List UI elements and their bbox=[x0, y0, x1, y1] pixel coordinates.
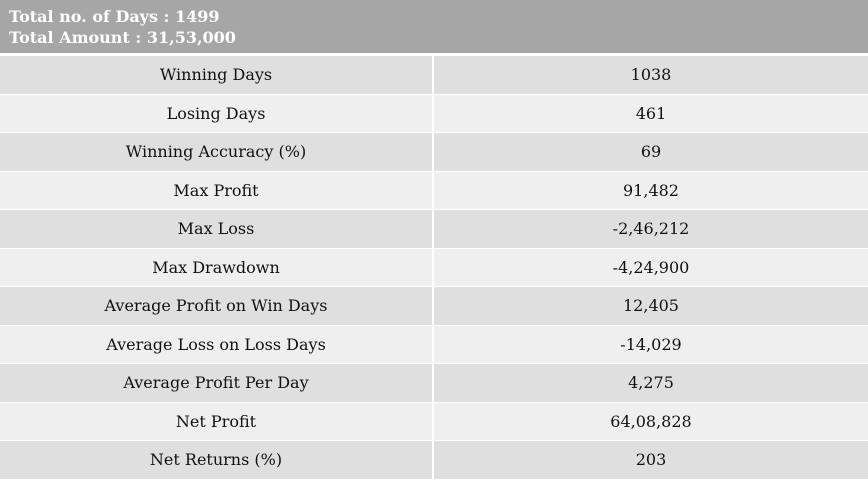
total-days-text: Total no. of Days : 1499 bbox=[9, 7, 220, 26]
row-label: Net Profit bbox=[0, 402, 434, 440]
summary-header: Total no. of Days : 1499 Total Amount : … bbox=[0, 0, 868, 53]
row-label: Max Loss bbox=[0, 210, 434, 248]
table-row: Average Profit on Win Days 12,405 bbox=[0, 287, 868, 326]
row-label: Average Profit on Win Days bbox=[0, 287, 434, 325]
table-row: Max Drawdown -4,24,900 bbox=[0, 248, 868, 287]
row-value: 69 bbox=[640, 142, 662, 162]
row-value: 91,482 bbox=[623, 180, 679, 200]
row-label: Losing Days bbox=[0, 94, 434, 132]
table-row: Net Returns (%) 203 bbox=[0, 441, 868, 480]
row-label: Net Returns (%) bbox=[0, 441, 434, 479]
row-value: 64,08,828 bbox=[610, 411, 692, 431]
row-label: Max Profit bbox=[0, 171, 434, 209]
row-value: -2,46,212 bbox=[612, 219, 690, 239]
row-label: Average Profit Per Day bbox=[0, 364, 434, 402]
row-value: 4,275 bbox=[628, 373, 674, 393]
row-value: 12,405 bbox=[623, 296, 679, 316]
table-row: Losing Days 461 bbox=[0, 94, 868, 133]
row-value: -14,029 bbox=[620, 334, 682, 354]
statistics-table: Winning Days 1038 Losing Days 461 Winnin… bbox=[0, 56, 868, 480]
table-row: Winning Accuracy (%) 69 bbox=[0, 133, 868, 172]
row-label: Max Drawdown bbox=[0, 248, 434, 286]
table-row: Max Loss -2,46,212 bbox=[0, 210, 868, 249]
row-label: Winning Accuracy (%) bbox=[0, 133, 434, 171]
row-value: 203 bbox=[635, 450, 667, 470]
table-row: Max Profit 91,482 bbox=[0, 171, 868, 210]
table-row: Winning Days 1038 bbox=[0, 56, 868, 95]
table-row: Average Profit Per Day 4,275 bbox=[0, 364, 868, 403]
total-amount-text: Total Amount : 31,53,000 bbox=[9, 28, 236, 47]
row-label: Winning Days bbox=[0, 56, 434, 94]
row-value: -4,24,900 bbox=[612, 257, 690, 277]
row-value: 461 bbox=[635, 103, 667, 123]
table-row: Average Loss on Loss Days -14,029 bbox=[0, 325, 868, 364]
row-value: 1038 bbox=[630, 65, 672, 85]
table-row: Net Profit 64,08,828 bbox=[0, 402, 868, 441]
row-label: Average Loss on Loss Days bbox=[0, 325, 434, 363]
